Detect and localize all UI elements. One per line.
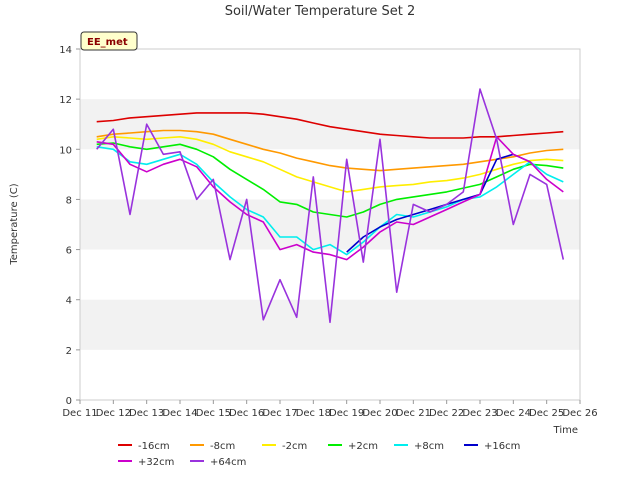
- series-line-plusminus-64cm: [96, 88, 565, 324]
- series-line-plusminus-8cm: [96, 146, 564, 256]
- x-tick-label: Dec 22: [429, 408, 464, 419]
- station-badge-box: [80, 31, 138, 51]
- x-tick-label: Dec 11: [62, 408, 97, 419]
- plot-area: [79, 48, 581, 401]
- x-tick-label: Dec 25: [529, 408, 564, 419]
- legend: -16cm -8cm -2cm +2cm +8cm +16cm +32cm +64cm: [118, 441, 520, 468]
- legend-label: +2cm: [348, 441, 378, 452]
- x-axis-label: Time: [553, 425, 578, 436]
- x-tick-label: Dec 24: [496, 408, 531, 419]
- legend-label: -2cm: [282, 441, 307, 452]
- station-badge: EE_met: [80, 31, 138, 51]
- x-tick-label: Dec 21: [396, 408, 431, 419]
- x-tick-label: Dec 18: [296, 408, 331, 419]
- grid-band: [80, 299, 580, 350]
- series-line-minus-16cm: [96, 112, 564, 139]
- series-line-plusminus-16cm: [346, 153, 531, 253]
- y-axis-label: Temperature (C): [9, 183, 20, 265]
- chart-title: Soil/Water Temperature Set 2: [225, 4, 416, 19]
- legend-label: +8cm: [414, 441, 444, 452]
- x-tick-label: Dec 19: [329, 408, 364, 419]
- y-tick-label: 2: [66, 346, 72, 357]
- series-line-plusminus-32cm: [96, 136, 564, 261]
- legend-label: +16cm: [484, 441, 520, 452]
- series-line-minus-8cm: [96, 129, 564, 172]
- x-tick-label: Dec 14: [162, 408, 197, 419]
- legend-label: +64cm: [210, 457, 246, 468]
- y-tick-label: 10: [59, 145, 72, 156]
- grid-bands: [80, 99, 580, 350]
- x-tick-label: Dec 13: [129, 408, 164, 419]
- y-tick-label: 8: [66, 195, 72, 206]
- x-tick-label: Dec 26: [562, 408, 597, 419]
- legend-label: +32cm: [138, 457, 174, 468]
- y-tick-label: 14: [59, 45, 72, 56]
- y-tick-label: 4: [66, 296, 72, 307]
- x-tick-label: Dec 12: [96, 408, 131, 419]
- y-tick-label: 12: [59, 95, 72, 106]
- y-tick-label: 6: [66, 246, 72, 257]
- station-badge-label: EE_met: [87, 37, 128, 48]
- series-lines: [96, 88, 565, 324]
- x-tick-label: Dec 20: [362, 408, 397, 419]
- legend-label: -8cm: [210, 441, 235, 452]
- x-tick-label: Dec 17: [262, 408, 297, 419]
- grid-band: [80, 199, 580, 250]
- x-tick-label: Dec 15: [196, 408, 231, 419]
- x-tick-label: Dec 16: [229, 408, 264, 419]
- grid-band: [80, 99, 580, 150]
- legend-label: -16cm: [138, 441, 170, 452]
- y-axis: 0 2 4 6 8 10 12 14: [59, 45, 80, 407]
- y-tick-label: 0: [66, 396, 72, 407]
- x-tick-label: Dec 23: [462, 408, 497, 419]
